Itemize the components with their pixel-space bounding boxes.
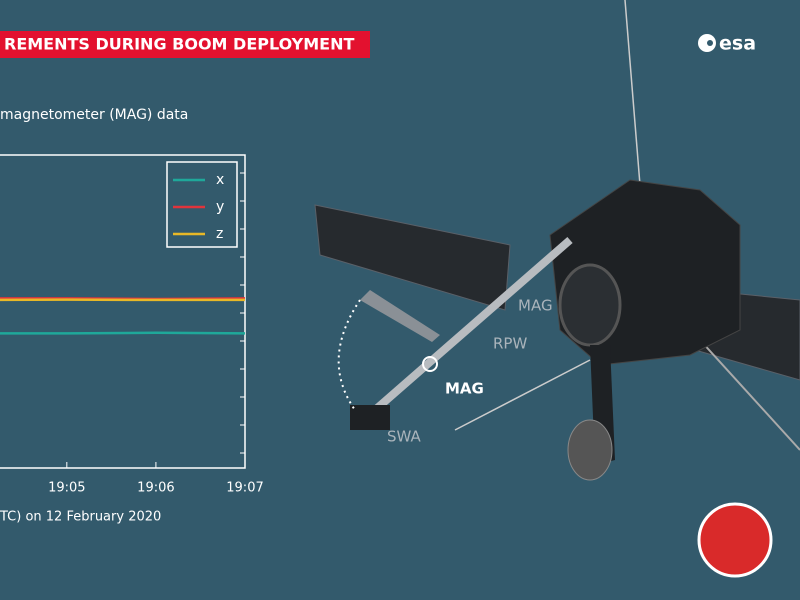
logo: esa bbox=[719, 33, 756, 55]
mag-upper-label: MAG bbox=[518, 297, 553, 315]
mag-boom bbox=[372, 236, 573, 414]
boom bbox=[699, 339, 800, 451]
legend-label: y bbox=[216, 199, 224, 215]
mag-boom-label: MAG bbox=[445, 380, 484, 398]
x-axis-label: TC) on 12 February 2020 bbox=[0, 510, 161, 525]
legend-box bbox=[166, 161, 238, 248]
swa-unit bbox=[350, 405, 390, 430]
legend-label: z bbox=[216, 226, 223, 242]
x-tick-label: 19:07 bbox=[226, 481, 263, 496]
x-tick-label: 19:06 bbox=[137, 481, 174, 496]
boom bbox=[454, 359, 591, 431]
dish bbox=[567, 419, 613, 481]
chart-title: REMENTS DURING BOOM DEPLOYMENT bbox=[4, 35, 354, 54]
legend-label: x bbox=[216, 172, 224, 188]
swa-label: SWA bbox=[387, 428, 422, 446]
rpw-label: RPW bbox=[493, 335, 527, 353]
heat-shield-port bbox=[558, 263, 622, 347]
solar-panel bbox=[314, 204, 511, 311]
logo-dot bbox=[707, 40, 713, 46]
title-box bbox=[0, 31, 370, 58]
chart-subtitle: magnetometer (MAG) data bbox=[0, 107, 188, 123]
boom-arm bbox=[360, 290, 440, 342]
x-tick-label: 19:05 bbox=[48, 481, 85, 496]
plot-frame bbox=[0, 154, 246, 469]
antenna bbox=[624, 0, 641, 186]
mag-marker bbox=[422, 356, 438, 372]
series-line bbox=[0, 331, 246, 335]
mission-badge bbox=[697, 502, 773, 578]
